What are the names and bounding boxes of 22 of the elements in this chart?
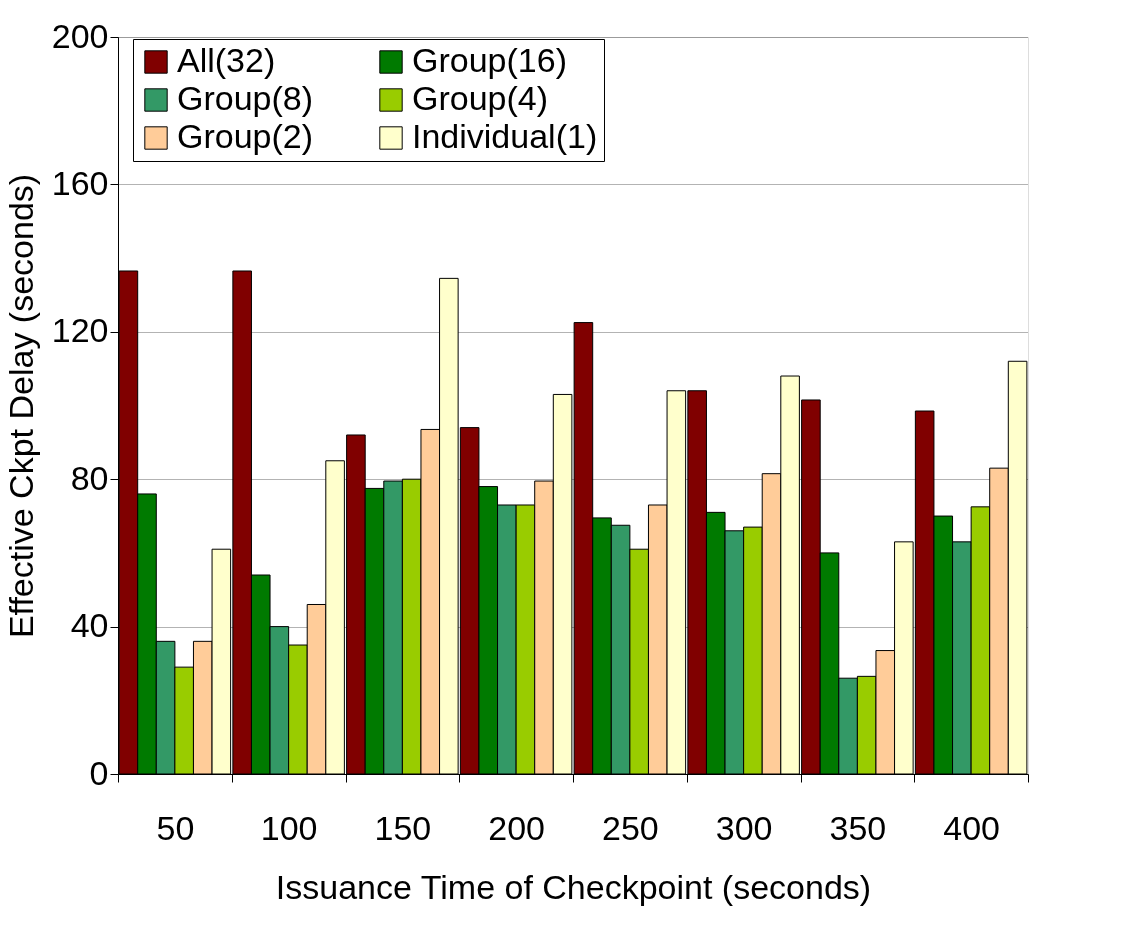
x-tick-label: 250 [602,808,659,847]
legend-label: All(32) [177,41,276,79]
x-tick-label: 400 [943,808,1000,847]
x-tick-label: 300 [715,808,773,847]
y-tick-label: 160 [51,163,109,202]
legend-label: Group(2) [177,117,314,155]
x-tick-label: 50 [156,808,195,847]
y-tick-label: 120 [51,311,109,350]
y-tick-label: 200 [51,16,109,55]
y-axis-title: Effective Ckpt Delay (seconds) [1,173,40,639]
x-tick-label: 350 [829,808,887,847]
legend-label: Group(8) [177,79,314,117]
x-tick-label: 150 [374,808,432,847]
y-tick-label: 80 [70,458,109,497]
legend-label: Individual(1) [412,117,598,155]
legend-label: Group(16) [412,41,567,79]
x-tick-label: 200 [488,808,545,847]
x-tick-label: 100 [260,808,318,847]
x-axis-title: Issuance Time of Checkpoint (seconds) [275,867,872,906]
y-tick-label: 0 [89,753,109,792]
legend-label: Group(4) [412,79,549,117]
y-tick-label: 40 [70,606,109,645]
